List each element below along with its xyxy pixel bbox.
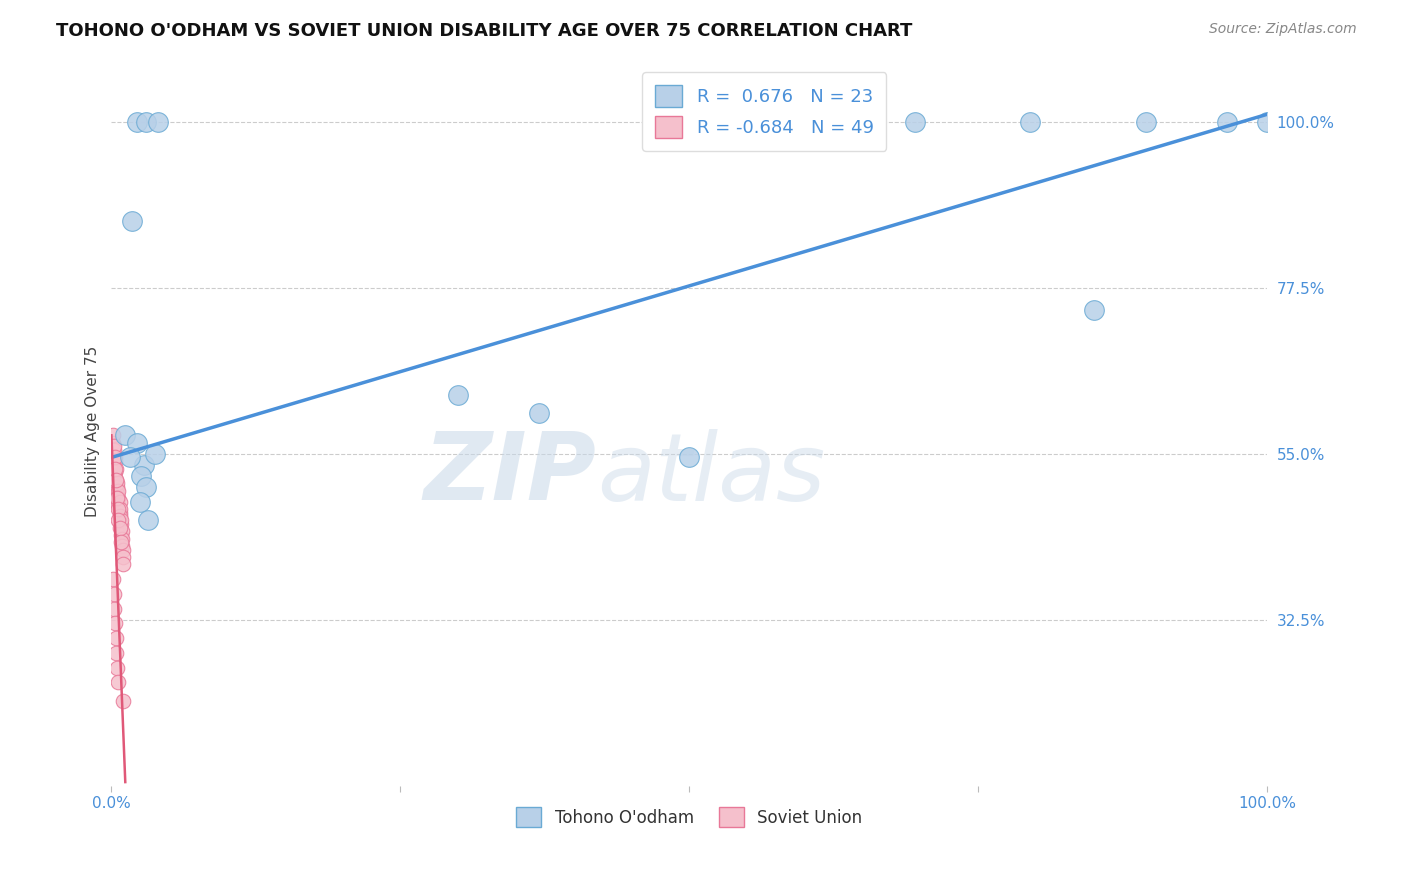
Point xyxy=(108,502,131,516)
Text: atlas: atlas xyxy=(596,429,825,520)
Point xyxy=(1135,114,1157,128)
Point xyxy=(105,491,128,505)
Point xyxy=(110,528,132,542)
Point xyxy=(101,572,124,586)
Point xyxy=(104,461,127,475)
Point xyxy=(903,114,925,128)
Point xyxy=(111,542,134,557)
Point xyxy=(111,558,134,572)
Point xyxy=(105,661,128,675)
Point xyxy=(125,114,148,128)
Point xyxy=(101,450,124,465)
Point xyxy=(110,516,132,531)
Text: Source: ZipAtlas.com: Source: ZipAtlas.com xyxy=(1209,22,1357,37)
Point xyxy=(111,549,134,564)
Point xyxy=(107,513,129,527)
Point xyxy=(118,450,141,465)
Point xyxy=(107,491,129,505)
Point xyxy=(125,435,148,450)
Point xyxy=(105,461,128,475)
Point xyxy=(1083,302,1105,317)
Point xyxy=(105,487,128,501)
Point xyxy=(146,114,169,128)
Point xyxy=(104,476,127,491)
Point xyxy=(111,694,134,708)
Point xyxy=(104,465,127,479)
Point xyxy=(107,499,129,513)
Point xyxy=(105,483,128,498)
Point xyxy=(103,587,125,601)
Point xyxy=(105,476,128,491)
Point xyxy=(108,509,131,524)
Point xyxy=(1256,114,1278,128)
Point xyxy=(678,450,700,465)
Text: ZIP: ZIP xyxy=(423,428,596,520)
Point xyxy=(103,439,125,453)
Point xyxy=(138,513,160,527)
Point xyxy=(121,214,143,228)
Point xyxy=(527,406,550,420)
Point xyxy=(447,388,470,402)
Point xyxy=(108,494,131,508)
Point xyxy=(132,458,155,472)
Point xyxy=(104,454,127,468)
Point xyxy=(111,532,134,546)
Point xyxy=(105,473,128,487)
Point xyxy=(105,631,128,645)
Point xyxy=(107,483,129,498)
Point xyxy=(103,458,125,472)
Point xyxy=(114,428,136,442)
Point xyxy=(1019,114,1042,128)
Point xyxy=(111,524,134,539)
Point xyxy=(104,450,127,465)
Legend: Tohono O'odham, Soviet Union: Tohono O'odham, Soviet Union xyxy=(509,800,869,834)
Point xyxy=(103,469,125,483)
Point xyxy=(135,480,157,494)
Point xyxy=(135,114,157,128)
Y-axis label: Disability Age Over 75: Disability Age Over 75 xyxy=(86,346,100,517)
Point xyxy=(108,520,131,534)
Point xyxy=(104,616,127,631)
Point xyxy=(107,675,129,690)
Point xyxy=(107,502,129,516)
Point xyxy=(105,480,128,494)
Point xyxy=(129,494,152,508)
Point xyxy=(105,473,128,487)
Point xyxy=(101,428,124,442)
Point xyxy=(101,435,124,450)
Point xyxy=(143,447,166,461)
Point xyxy=(110,535,132,549)
Point xyxy=(793,114,815,128)
Point xyxy=(105,646,128,660)
Point xyxy=(110,513,132,527)
Point xyxy=(1215,114,1237,128)
Point xyxy=(111,539,134,553)
Point xyxy=(131,469,153,483)
Point xyxy=(103,601,125,615)
Point xyxy=(103,443,125,458)
Text: TOHONO O'ODHAM VS SOVIET UNION DISABILITY AGE OVER 75 CORRELATION CHART: TOHONO O'ODHAM VS SOVIET UNION DISABILIT… xyxy=(56,22,912,40)
Point xyxy=(108,506,131,520)
